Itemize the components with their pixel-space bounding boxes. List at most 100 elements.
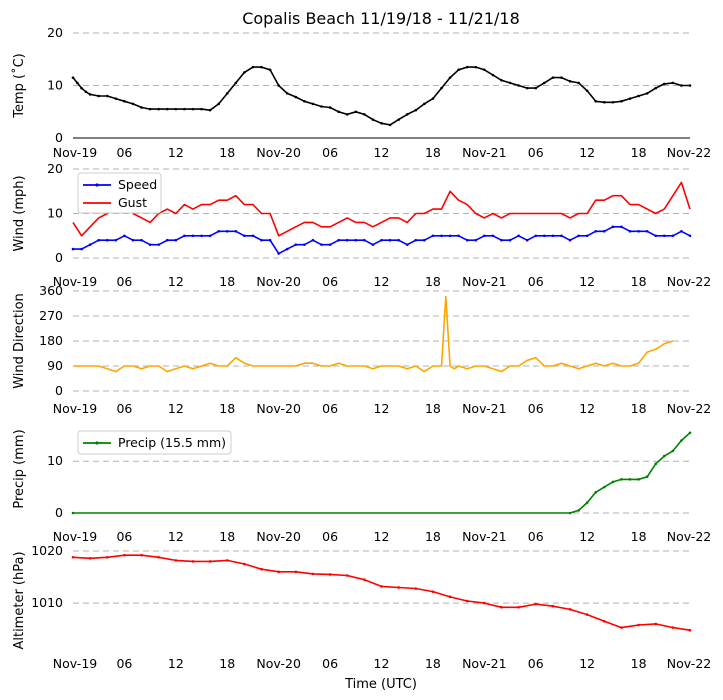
alt-data-point: [620, 626, 623, 629]
temp-data-point: [200, 107, 203, 111]
temp-xtick-label: 06: [528, 145, 544, 160]
wdir-xtick-label: Nov-19: [53, 401, 98, 416]
alt-xtick-label: Nov-21: [462, 656, 506, 671]
temp-data-point: [483, 68, 486, 72]
precip-xtick-label: 18: [219, 529, 235, 544]
wind-data-point: [277, 252, 280, 255]
temp-data-point: [71, 76, 75, 79]
precip-xtick-label: Nov-22: [667, 529, 711, 544]
precip-ytick-label: 0: [55, 505, 63, 520]
temp-xtick-label: 12: [374, 145, 390, 160]
wind-data-point: [71, 247, 75, 251]
alt-data-point: [465, 599, 469, 603]
panel-wind: 0 10 20 Wind (mph) Nov-19 06 12 18 Nov-20 06 12 18 N…: [12, 161, 711, 289]
wind-data-point: [114, 238, 118, 242]
temp-data-point: [97, 94, 101, 98]
wind-data-point: [594, 230, 598, 233]
wind-data-point: [500, 238, 503, 242]
precip-data-point: [680, 439, 683, 442]
temp-data-point: [560, 76, 563, 79]
precip-data-point: [568, 511, 572, 515]
precip-data-point: [603, 485, 606, 489]
wind-data-point: [320, 243, 323, 246]
precip-data-point: [611, 480, 615, 484]
wind-xtick-label: 12: [374, 274, 390, 289]
alt-data-point: [431, 590, 435, 593]
precip-data-point: [585, 501, 589, 504]
wind-data-point: [294, 243, 298, 246]
temp-data-point: [84, 90, 88, 94]
alt-data-point: [157, 555, 160, 559]
temp-data-point: [114, 97, 118, 100]
temp-y-axis-label: Temp (˚C): [11, 53, 27, 119]
temp-data-point: [423, 102, 426, 106]
temp-xtick-label: Nov-19: [53, 145, 98, 160]
wind-data-point: [285, 247, 289, 251]
wind-data-point: [183, 234, 186, 238]
temp-xtick-label: Nov-20: [256, 145, 301, 160]
temp-data-point: [140, 106, 143, 109]
temp-data-point: [388, 123, 392, 127]
wind-data-point: [671, 234, 675, 238]
wind-data-point: [611, 225, 615, 229]
wind-data-point: [380, 238, 383, 242]
precip-legend-label: Precip (15.5 mm): [118, 435, 226, 450]
wind-xtick-label: 12: [168, 274, 184, 289]
wdir-series-direction: [73, 295, 674, 373]
wdir-ytick-label: 0: [55, 383, 63, 398]
temp-data-point: [157, 107, 160, 111]
wdir-xtick-label: Nov-20: [256, 401, 301, 416]
alt-data-point: [397, 586, 400, 589]
alt-series-altimeter: [72, 554, 691, 631]
alt-xtick-label: 06: [528, 656, 544, 671]
wdir-xtick-label: 06: [528, 401, 544, 416]
wind-data-point: [457, 234, 460, 238]
temp-data-point: [285, 92, 289, 95]
wdir-ytick-label: 270: [39, 308, 63, 323]
temp-data-point: [380, 122, 383, 125]
temp-data-point: [337, 110, 340, 114]
alt-data-point: [688, 628, 692, 632]
wind-data-point: [105, 238, 109, 242]
alt-data-point: [260, 567, 263, 571]
precip-xtick-label: 18: [425, 529, 441, 544]
wind-data-point: [388, 238, 392, 242]
temp-data-point: [131, 102, 135, 106]
temp-data-point: [371, 118, 375, 121]
wind-data-point: [483, 234, 486, 238]
wdir-xtick-label: Nov-22: [667, 401, 711, 416]
wdir-xtick-label: 06: [322, 401, 338, 416]
temp-data-point: [251, 65, 255, 69]
wind-data-point: [251, 234, 255, 238]
wind-data-point: [568, 238, 572, 242]
wind-data-point: [225, 230, 229, 233]
precip-data-point: [662, 454, 666, 458]
alt-data-point: [208, 560, 212, 563]
wind-data-point: [217, 230, 220, 233]
precip-data-point: [637, 478, 640, 481]
wind-data-point: [414, 238, 418, 242]
temp-data-point: [105, 94, 109, 98]
temp-data-point: [585, 89, 589, 93]
temp-data-point: [577, 81, 580, 85]
wind-data-point: [354, 238, 358, 242]
temp-data-point: [688, 84, 692, 87]
alt-data-point: [225, 559, 229, 562]
alt-data-point: [671, 626, 675, 629]
precip-xtick-label: Nov-19: [53, 529, 98, 544]
panel-precip: 0 10 Precip (mm) Nov-19 06 12 18 Nov-20 06 12 18 No…: [12, 429, 711, 544]
precip-data-point: [577, 509, 580, 512]
temp-data-point: [431, 97, 435, 100]
temp-xtick-label: Nov-21: [462, 145, 506, 160]
wind-xtick-label: Nov-22: [667, 274, 711, 289]
temp-data-point: [603, 101, 606, 104]
temp-data-point: [191, 107, 195, 111]
wind-xtick-label: Nov-21: [462, 274, 506, 289]
temp-data-point: [645, 92, 649, 95]
temp-data-point: [628, 97, 632, 100]
alt-xtick-label: 12: [168, 656, 184, 671]
precip-xtick-label: 12: [168, 529, 184, 544]
wind-data-point: [174, 238, 178, 242]
precip-data-point: [594, 490, 598, 494]
wind-data-point: [311, 238, 315, 242]
